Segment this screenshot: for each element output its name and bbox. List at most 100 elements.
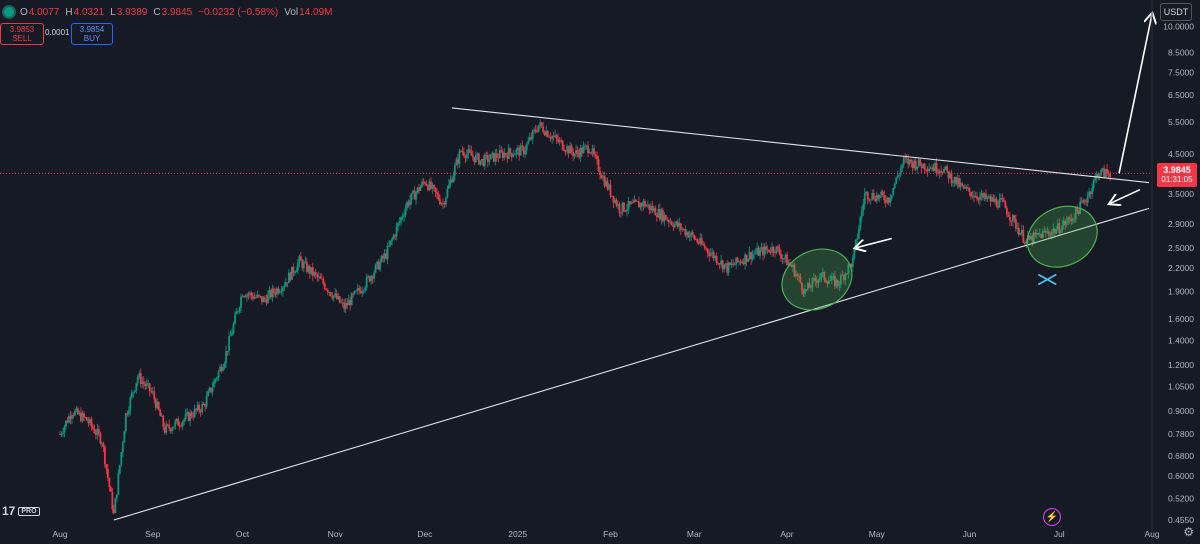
candle-body <box>183 419 186 422</box>
candle-body <box>255 297 257 298</box>
candle-body <box>819 277 821 280</box>
x-tick-label: Jun <box>963 529 977 539</box>
candle-body <box>982 193 984 198</box>
x-tick-label: Oct <box>236 529 250 539</box>
candle-body <box>934 162 936 171</box>
candle-body <box>697 242 700 244</box>
candle-body <box>730 263 733 265</box>
candle-body <box>835 279 838 287</box>
candle-body <box>555 135 558 139</box>
candle-body <box>1011 215 1014 222</box>
candle-body <box>590 152 592 154</box>
candle-body <box>317 276 320 278</box>
candle-body <box>670 221 673 225</box>
candle-body <box>974 196 977 198</box>
candle-body <box>418 187 420 191</box>
candle-body <box>780 254 782 259</box>
candle-body <box>1088 191 1091 197</box>
candle-body <box>464 155 467 159</box>
y-tick-label: 1.0500 <box>1168 381 1194 391</box>
volume-label: Vol <box>284 6 299 18</box>
candle-body <box>376 261 379 265</box>
candle-body <box>751 254 754 260</box>
candle-body <box>117 473 120 495</box>
candle-body <box>702 243 705 246</box>
bar-countdown: 01:31:05 <box>1161 175 1193 184</box>
candle-body <box>757 247 760 256</box>
candle-body <box>567 146 570 154</box>
candle-body <box>118 464 121 474</box>
candle-body <box>522 146 525 155</box>
candle-body <box>724 263 727 265</box>
settings-gear-icon[interactable]: ⚙ <box>1183 525 1194 539</box>
candle-body <box>1067 217 1070 222</box>
sell-button[interactable]: 3.9853 SELL <box>0 23 44 45</box>
candle-body <box>232 323 235 333</box>
candle-body <box>136 376 139 384</box>
candle-body <box>305 261 308 272</box>
candle-body <box>223 363 226 368</box>
candle-body <box>473 156 476 163</box>
candle-body <box>781 258 784 259</box>
candle-body <box>249 292 251 295</box>
candle-body <box>992 197 995 202</box>
candle-body <box>822 272 824 274</box>
candle-body <box>687 232 690 238</box>
candle-body <box>1086 196 1089 203</box>
candle-body <box>579 147 582 158</box>
candle-body <box>738 261 741 263</box>
candle-body <box>234 314 236 324</box>
candle-body <box>412 190 414 193</box>
candle-body <box>705 248 708 250</box>
candle-body <box>881 191 884 196</box>
y-tick-label: 6.5000 <box>1168 90 1194 100</box>
candle-body <box>132 392 135 393</box>
candle-body <box>452 175 455 183</box>
candle-body <box>887 197 890 203</box>
candle-body <box>367 276 370 278</box>
candle-body <box>841 275 844 277</box>
candle-body <box>1031 235 1034 243</box>
candle-body <box>489 154 492 160</box>
candle-body <box>314 272 317 275</box>
candle-body <box>853 248 856 258</box>
candle-body <box>121 442 124 453</box>
y-tick-label: 0.6800 <box>1168 451 1194 461</box>
high-value: 4.0321 <box>73 6 105 18</box>
candle-body <box>766 249 769 251</box>
candle-body <box>536 131 539 133</box>
candle-body <box>253 297 256 299</box>
candle-body <box>575 150 577 155</box>
candle-body <box>898 174 901 177</box>
flash-icon[interactable]: ⚡ <box>1043 508 1061 526</box>
candle-body <box>241 296 244 298</box>
tradingview-logo[interactable]: 17 PRO <box>2 504 40 518</box>
close-label: C <box>153 6 161 18</box>
candle-body <box>727 262 730 273</box>
candle-body <box>611 195 613 197</box>
candle-body <box>717 263 720 264</box>
candle-body <box>1098 175 1101 178</box>
candle-body <box>141 381 144 384</box>
candle-body <box>1055 229 1058 234</box>
candle-body <box>1076 207 1079 211</box>
candle-body <box>112 509 115 514</box>
last-price-value: 3.9845 <box>1163 165 1191 175</box>
candle-body <box>829 279 832 281</box>
currency-selector[interactable]: USDT <box>1160 3 1192 21</box>
candle-body <box>154 399 157 409</box>
candle-body <box>820 273 823 278</box>
candle-body <box>703 245 706 249</box>
candle-body <box>247 294 250 296</box>
buy-button[interactable]: 3.9854 BUY <box>71 23 113 45</box>
candle-body <box>344 303 347 310</box>
candle-body <box>759 249 761 256</box>
eye-icon[interactable] <box>4 7 14 17</box>
candle-body <box>896 176 899 178</box>
candle-body <box>401 216 404 218</box>
candle-body <box>769 252 772 253</box>
candle-body <box>365 276 368 288</box>
candle-body <box>1044 230 1047 233</box>
y-tick-label: 0.5200 <box>1168 494 1194 504</box>
